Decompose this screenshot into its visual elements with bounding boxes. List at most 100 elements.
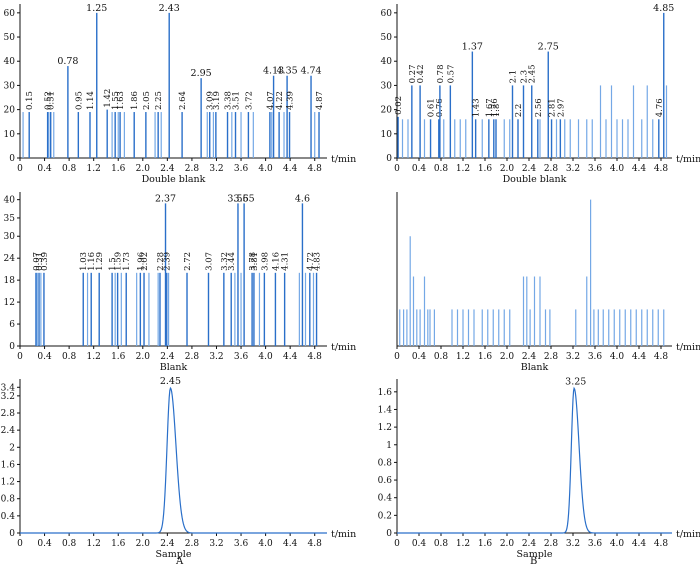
A_double_blank-peak-label: 2.64 [178, 91, 188, 110]
B_blank-x-tick-label: 0.4 [412, 352, 427, 362]
B_sample-peak-label: 3.25 [565, 376, 586, 387]
B_double_blank-peak-label: 2.81 [548, 98, 558, 117]
A_blank-x-tick-label: 2.4 [160, 352, 175, 362]
A_sample-x-tick-label: 2.4 [160, 539, 175, 549]
B_double_blank-x-tick-label: 1.6 [478, 164, 493, 174]
B_double_blank-y-tick-label: 50 [381, 33, 393, 43]
A_double_blank-x-tick-label: 1.6 [111, 164, 126, 174]
B_double_blank-peak-label: 0.61 [427, 98, 437, 117]
A_sample-y-tick-label: 2.8 [1, 409, 16, 419]
B_double_blank-x-tick-label: 4.4 [632, 164, 647, 174]
A_blank-x-tick-label: 3.6 [234, 352, 249, 362]
A_double_blank-y-tick-label: 40 [4, 57, 16, 67]
A_sample-x-tick-label: 0.4 [37, 539, 52, 549]
A_double_blank-x-tick-label: 4.4 [283, 164, 298, 174]
B_sample-x-label: Sample [517, 549, 553, 560]
B_double_blank-peak-label: 2.97 [556, 98, 566, 117]
A_blank-peak-label: 3.78 [248, 252, 258, 271]
A_blank-x-tick-label: 0.4 [37, 352, 52, 362]
A_blank-peak-label: 3.81 [250, 252, 260, 271]
A_blank-peak-label: 1.16 [87, 252, 97, 271]
B_sample-y-tick-label: 0 [386, 529, 392, 539]
A_double_blank-x-tick-label: 0 [17, 164, 23, 174]
A_double_blank-peak-label: 3.19 [212, 91, 222, 110]
A_blank-x-tick-label: 2.8 [185, 352, 200, 362]
B_double_blank-peak-label: 4.85 [653, 3, 674, 14]
A_sample-y-tick-label: 1.6 [1, 460, 16, 470]
A_sample-x-tick-label: 0.8 [62, 539, 77, 549]
A_double_blank-x-tick-label: 1.2 [87, 164, 101, 174]
B_sample-y-tick-label: 1.6 [378, 388, 393, 398]
panel-label-a: A [176, 556, 184, 567]
A_double_blank-peak-label: 3.51 [232, 91, 242, 110]
A_sample-x-tick-label: 3.2 [209, 539, 223, 549]
A_blank-peak-label: 0.31 [35, 252, 45, 271]
B_sample-x-tick-label: 4.4 [632, 539, 647, 549]
A_double_blank-y-tick-label: 0 [9, 154, 15, 164]
A_sample-x-unit: t/min [331, 529, 356, 540]
B_double_blank-peak-label: 1.43 [472, 98, 482, 117]
B_double_blank-peak-label: 1.67 [485, 98, 495, 117]
A_sample-y-tick-label: 3.2 [1, 392, 15, 402]
A_blank-peak-label: 4.16 [271, 252, 281, 271]
A_double_blank-peak-label: 1.63 [116, 91, 126, 110]
A_blank-peak-label: 3.07 [204, 252, 214, 271]
A_double_blank-x-tick-label: 2.8 [185, 164, 200, 174]
A_double_blank-peak-label: 2.43 [159, 3, 180, 14]
B_sample-x-tick-label: 0.4 [412, 539, 427, 549]
B_sample-x-tick-label: 2.0 [500, 539, 515, 549]
A_blank-peak-label: 2.72 [183, 252, 193, 271]
A_sample-y-tick-label: 0 [9, 529, 15, 539]
A_blank-peak-label: 4.72 [306, 252, 316, 271]
A_blank-peak-label: 4.31 [281, 252, 291, 271]
B_sample-x-tick-label: 3.2 [566, 539, 580, 549]
A_double_blank-peak-label: 4.22 [275, 91, 285, 110]
A_sample-peak-label: 2.45 [160, 376, 181, 387]
A_double_blank-peak-label: 4.87 [315, 91, 325, 110]
A_blank-x-tick-label: 1.6 [111, 352, 126, 362]
A_blank-peak-label: 1.29 [95, 252, 105, 271]
B_blank-x-tick-label: 1.2 [456, 352, 470, 362]
B_double_blank-peak-label: 0.57 [446, 64, 456, 83]
B_blank-x-tick-label: 2.4 [522, 352, 537, 362]
B_sample-x-tick-label: 3.6 [588, 539, 603, 549]
A_double_blank-peak-label: 4.07 [266, 91, 276, 110]
A_blank-x-tick-label: 1.2 [87, 352, 101, 362]
B_double_blank-x-tick-label: 0.8 [434, 164, 449, 174]
B_double_blank-y-tick-label: 10 [381, 130, 393, 140]
A_blank-y-tick-label: 40 [4, 196, 16, 206]
A_double_blank-peak-label: 1.25 [86, 3, 107, 14]
A_sample-x-tick-label: 4.0 [258, 539, 273, 549]
B_double_blank-peak-label: 2.75 [538, 42, 559, 53]
B_blank-x-tick-label: 1.6 [478, 352, 493, 362]
A_blank-x-unit: t/min [331, 342, 356, 353]
A_double_blank-x-label: Double blank [142, 174, 206, 185]
A_blank-x-tick-label: 4.0 [258, 352, 273, 362]
B_sample-x-tick-label: 4.8 [654, 539, 669, 549]
A_double_blank-peak-label: 0.95 [74, 91, 84, 110]
A_blank-x-tick-label: 4.8 [308, 352, 323, 362]
B_double_blank-x-tick-label: 3.2 [566, 164, 580, 174]
A_double_blank-peak-label: 3.72 [244, 91, 254, 110]
B_sample-y-tick-label: 0.8 [378, 458, 393, 468]
B_double_blank-peak-label: 2.56 [534, 98, 544, 117]
B_double_blank-x-tick-label: 0.4 [412, 164, 427, 174]
A_double_blank-x-tick-label: 2.4 [160, 164, 175, 174]
A_blank-peak-label: 2.28 [156, 252, 166, 271]
B_sample-y-tick-label: 0.2 [378, 511, 392, 521]
A_sample-y-tick-label: 0.8 [1, 495, 16, 505]
B_double_blank-x-tick-label: 1.2 [456, 164, 470, 174]
B_double_blank-peak-label: 0.42 [416, 64, 426, 83]
B_sample-x-tick-label: 1.6 [478, 539, 493, 549]
A_double_blank-y-tick-label: 50 [4, 33, 16, 43]
B_double_blank-x-tick-label: 4.8 [654, 164, 669, 174]
A_sample-trace [20, 386, 327, 534]
B_sample-x-tick-label: 0 [394, 539, 400, 549]
A_sample-x-tick-label: 1.2 [87, 539, 101, 549]
B_sample-x-tick-label: 0.8 [434, 539, 449, 549]
A_sample-x-tick-label: 4.8 [308, 539, 323, 549]
A_double_blank-x-unit: t/min [331, 154, 356, 165]
A_blank-peak-label: 3.32 [220, 252, 230, 271]
A_double_blank-y-tick-label: 10 [4, 130, 16, 140]
A_double_blank-x-tick-label: 0.4 [37, 164, 52, 174]
